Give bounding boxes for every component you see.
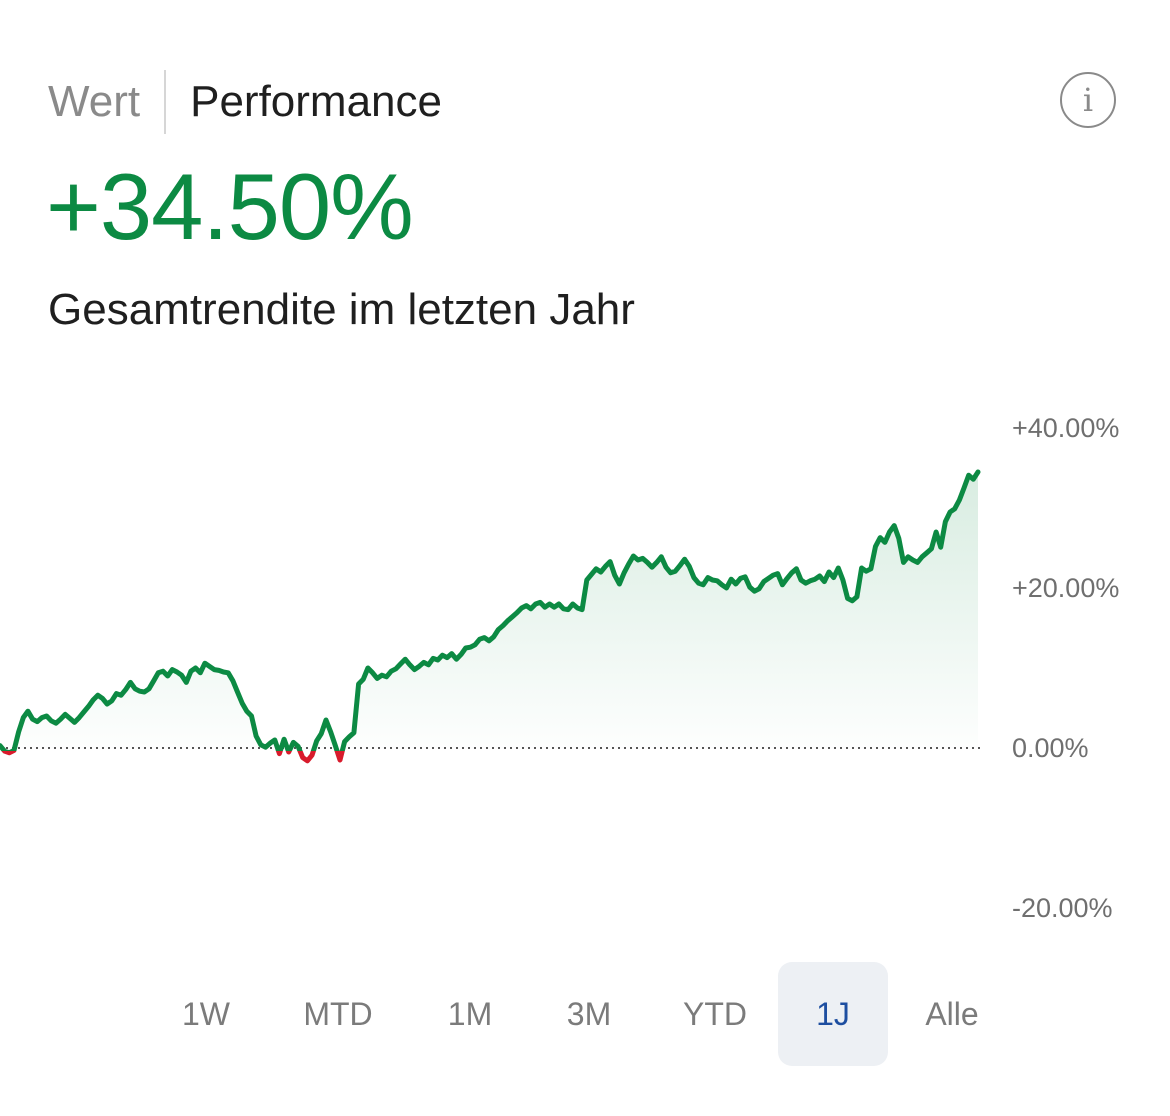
y-tick-label: 0.00% <box>1012 733 1089 763</box>
tab-wert[interactable]: Wert <box>48 77 141 126</box>
chart-area-fill <box>0 472 978 751</box>
view-tabs: Wert Performance <box>48 66 442 138</box>
period-alle[interactable]: Alle <box>925 995 979 1032</box>
info-icon[interactable]: i <box>1060 72 1116 128</box>
period-1j[interactable]: 1J <box>778 962 888 1066</box>
performance-caption: Gesamtrendite im letzten Jahr <box>48 285 635 334</box>
period-1m[interactable]: 1M <box>447 995 493 1032</box>
period-ytd[interactable]: YTD <box>683 995 747 1032</box>
performance-chart: +40.00% +20.00% 0.00% -20.00% <box>0 413 1119 923</box>
y-tick-label: -20.00% <box>1012 893 1113 923</box>
y-tick-label: +20.00% <box>1012 573 1119 603</box>
period-mtd[interactable]: MTD <box>303 995 373 1032</box>
series-line-positive <box>0 469 981 751</box>
period-3m[interactable]: 3M <box>566 995 612 1032</box>
period-1w[interactable]: 1W <box>182 995 230 1032</box>
tab-divider <box>164 70 167 134</box>
period-selector: 1W MTD 1M 3M YTD 1J Alle <box>150 962 1016 1066</box>
y-tick-label: +40.00% <box>1012 413 1119 443</box>
performance-value: +34.50% <box>46 154 414 259</box>
tab-performance[interactable]: Performance <box>190 77 442 126</box>
